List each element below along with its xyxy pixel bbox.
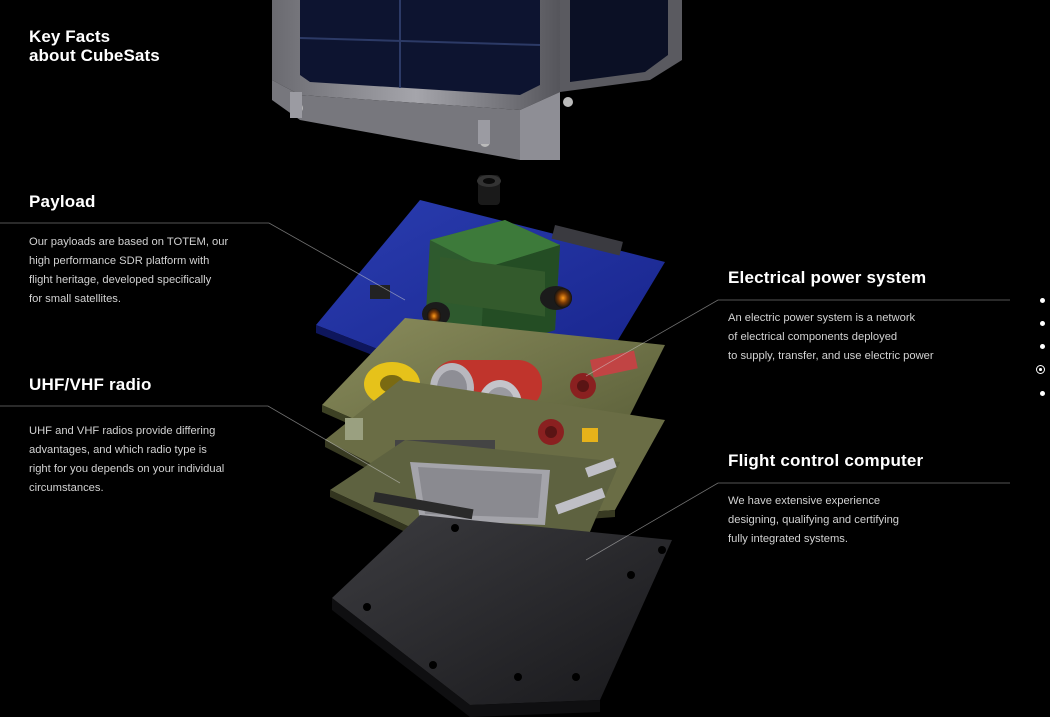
page-title-line-2: about CubeSats — [29, 46, 160, 65]
computer-description-line: We have extensive experience — [728, 495, 881, 507]
nav-dot-1[interactable] — [1040, 298, 1045, 303]
radio-description: UHF and VHF radios provide differing adv… — [29, 422, 224, 498]
base-plate — [332, 515, 672, 717]
radio-description-line: circumstances. — [29, 482, 104, 494]
nav-dot-3[interactable] — [1040, 344, 1045, 349]
page-title: Key Facts about CubeSats — [29, 27, 160, 65]
power-description: An electric power system is a network of… — [728, 309, 934, 366]
computer-heading: Flight control computer — [728, 451, 924, 470]
computer-description-line: fully integrated systems. — [728, 533, 849, 545]
payload-description-line: Our payloads are based on TOTEM, our — [29, 236, 229, 248]
nav-dot-4-active[interactable] — [1036, 365, 1045, 374]
computer-description: We have extensive experience designing, … — [728, 492, 899, 549]
radio-description-line: UHF and VHF radios provide differing — [29, 425, 216, 437]
computer-description-line: designing, qualifying and certifying — [728, 514, 900, 526]
payload-description-line: flight heritage, developed specifically — [29, 274, 212, 286]
nav-dot-2[interactable] — [1040, 321, 1045, 326]
power-description-line: An electric power system is a network — [728, 312, 916, 324]
leader-lines — [0, 222, 1010, 561]
nav-dot-5[interactable] — [1040, 391, 1045, 396]
flight-computer-board — [330, 440, 620, 562]
page-title-line-1: Key Facts — [29, 27, 111, 46]
power-description-line: of electrical components deployed — [728, 331, 898, 343]
power-heading: Electrical power system — [728, 268, 927, 287]
payload-description-line: high performance SDR platform with — [29, 255, 210, 267]
radio-description-line: right for you depends on your individual — [29, 463, 225, 475]
payload-description-line: for small satellites. — [29, 293, 122, 305]
radio-description-line: advantages, and which radio type is — [29, 444, 207, 456]
payload-description: Our payloads are based on TOTEM, our hig… — [29, 233, 228, 309]
power-description-line: to supply, transfer, and use electric po… — [728, 350, 934, 362]
radio-heading: UHF/VHF radio — [29, 375, 152, 394]
payload-heading: Payload — [29, 192, 96, 211]
chassis-top — [272, 0, 682, 160]
